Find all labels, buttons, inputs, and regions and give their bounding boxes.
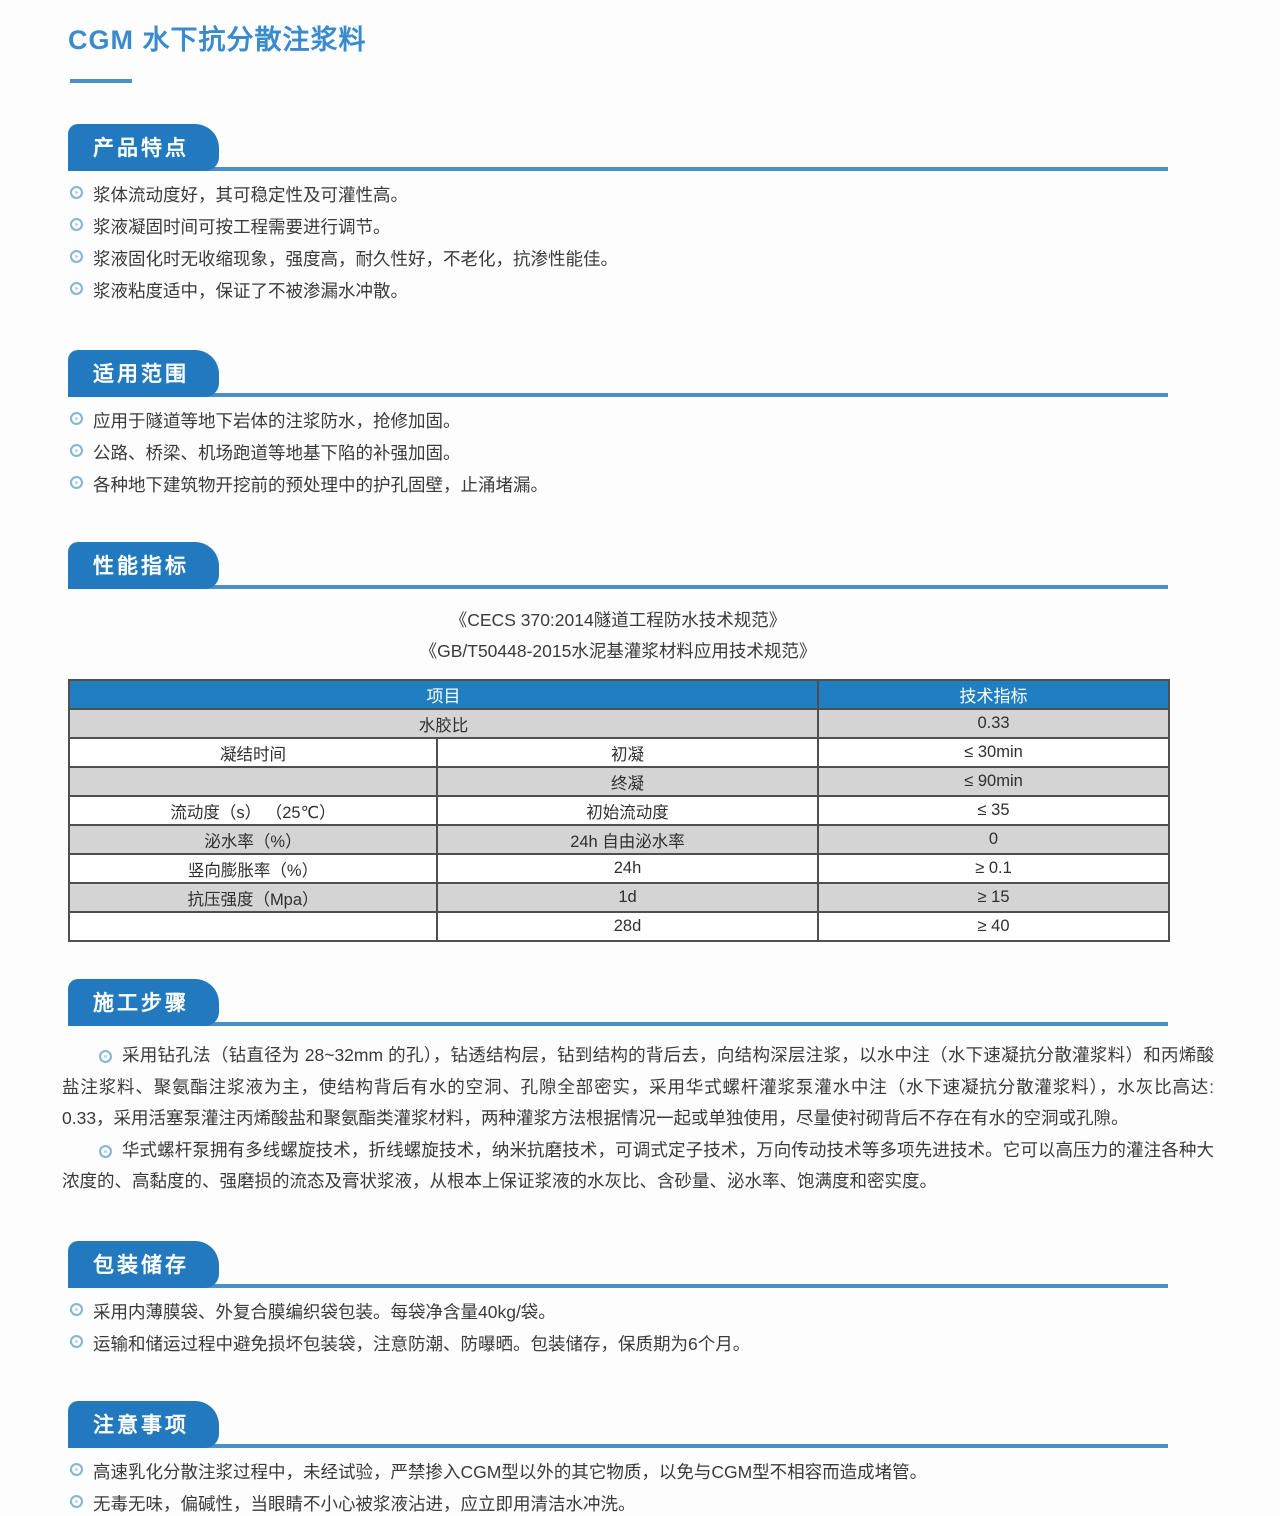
cell-item [68,766,438,797]
features-list: 浆体流动度好，其可稳定性及可灌性高。 浆液凝固时间可按工程需要进行调节。 浆液固… [68,183,1168,303]
bullet-ring-icon [70,1462,83,1476]
packaging-list: 采用内薄膜袋、外复合膜编织袋包装。每袋净含量40kg/袋。 运输和储运过程中避免… [68,1300,1168,1356]
table-row: 竖向膨胀率（%） 24h ≥ 0.1 [68,853,1170,884]
standards-references: 《CECS 370:2014隧道工程防水技术规范》 《GB/T50448-201… [68,605,1168,667]
section-header-features: 产品特点 [68,124,1168,171]
section-tab-construction: 施工步骤 [68,979,219,1026]
section-header-performance: 性能指标 [68,542,1168,589]
section-rule [68,1283,1168,1288]
standard-line: 《GB/T50448-2015水泥基灌浆材料应用技术规范》 [419,641,817,661]
construction-text: 采用钻孔法（钻直径为 28~32mm 的孔），钻透结构层，钻到结构的背后去，向结… [62,1040,1214,1198]
cell-item: 流动度（s） （25℃） [68,795,438,826]
bullet-ring-icon [70,218,83,231]
cell-value: ≤ 35 [817,795,1170,826]
table-row: 抗压强度（Mpa） 1d ≥ 15 [68,882,1170,913]
page-title: CGM 水下抗分散注浆料 [68,25,367,55]
section-rule [68,167,1168,171]
cell-value: ≥ 0.1 [817,853,1170,884]
table-row: 28d ≥ 40 [68,911,1170,942]
construction-paragraph: 华式螺杆泵拥有多线螺旋技术，折线螺旋技术，纳米抗磨技术，可调式定子技术，万向传动… [62,1135,1214,1198]
bullet-ring-icon [70,1494,83,1508]
table-row: 凝结时间 初凝 ≤ 30min [68,737,1170,768]
cell-item: 凝结时间 [68,737,438,768]
section-tab-features: 产品特点 [68,124,219,171]
list-item: 浆液粘度适中，保证了不被渗漏水冲散。 [68,279,1168,303]
construction-paragraph: 采用钻孔法（钻直径为 28~32mm 的孔），钻透结构层，钻到结构的背后去，向结… [62,1040,1214,1135]
datasheet-page: CGM 水下抗分散注浆料 产品特点 浆体流动度好，其可稳定性及可灌性高。 浆液凝… [62,0,1214,1516]
list-item: 无毒无味，偏碱性，当眼睛不小心被浆液沾进，应立即用清洁水冲洗。 [68,1492,1168,1516]
cell-subitem: 初始流动度 [436,795,819,826]
cell-subitem: 28d [436,911,819,942]
cell-subitem: 初凝 [436,737,819,768]
list-item: 各种地下建筑物开挖前的预处理中的护孔固壁，止涌堵漏。 [68,473,1168,497]
table-header-row: 项目 技术指标 [68,679,1170,710]
list-item: 采用内薄膜袋、外复合膜编织袋包装。每袋净含量40kg/袋。 [68,1300,1168,1324]
cell-value: ≤ 30min [817,737,1170,768]
construction-paragraph-text: 华式螺杆泵拥有多线螺旋技术，折线螺旋技术，纳米抗磨技术，可调式定子技术，万向传动… [62,1139,1214,1192]
section-header-notes: 注意事项 [68,1400,1168,1448]
bullet-ring-icon [70,1302,83,1316]
bullet-ring-icon [70,250,83,263]
bullet-ring-icon [70,444,83,457]
section-header-scope: 适用范围 [68,350,1168,397]
section-rule [68,585,1168,589]
bullet-ring-icon [98,1144,112,1158]
section-rule [68,393,1168,397]
cell-value: ≥ 40 [817,911,1170,942]
list-item: 公路、桥梁、机场跑道等地基下陷的补强加固。 [68,441,1168,465]
cell-subitem: 24h [436,853,819,884]
section-tab-scope: 适用范围 [68,350,219,397]
cell-value: ≤ 90min [817,766,1170,797]
cell-item: 泌水率（%） [68,824,438,855]
cell-item: 抗压强度（Mpa） [68,882,438,913]
bullet-ring-icon [70,412,83,425]
bullet-ring-icon [70,476,83,489]
section-rule [68,1443,1168,1448]
cell-subitem: 1d [436,882,819,913]
table-row: 终凝 ≤ 90min [68,766,1170,797]
scope-list: 应用于隧道等地下岩体的注浆防水，抢修加固。 公路、桥梁、机场跑道等地基下陷的补强… [68,409,1168,497]
table-row: 泌水率（%） 24h 自由泌水率 0 [68,824,1170,855]
performance-table: 项目 技术指标 水胶比 0.33 凝结时间 初凝 ≤ 30min 终凝 ≤ 90… [68,679,1170,942]
list-item: 浆体流动度好，其可稳定性及可灌性高。 [68,183,1168,207]
standard-line: 《CECS 370:2014隧道工程防水技术规范》 [449,610,787,630]
cell-item [68,911,438,942]
cell-item: 竖向膨胀率（%） [68,853,438,884]
bullet-ring-icon [70,1334,83,1348]
cell-subitem: 终凝 [436,766,819,797]
section-rule [68,1022,1168,1026]
table-row: 流动度（s） （25℃） 初始流动度 ≤ 35 [68,795,1170,826]
cell-item: 水胶比 [68,708,819,739]
list-item: 应用于隧道等地下岩体的注浆防水，抢修加固。 [68,409,1168,433]
table-row: 水胶比 0.33 [68,708,1170,739]
cell-value: 0.33 [817,708,1170,739]
list-item: 高速乳化分散注浆过程中，未经试验，严禁掺入CGM型以外的其它物质，以免与CGM型… [68,1460,1168,1484]
section-header-construction: 施工步骤 [68,979,1168,1026]
bullet-ring-icon [70,186,83,199]
cell-subitem: 24h 自由泌水率 [436,824,819,855]
title-underline [70,79,132,83]
section-tab-packaging: 包装储存 [68,1240,219,1288]
section-header-packaging: 包装储存 [68,1240,1168,1288]
bullet-ring-icon [70,282,83,295]
list-item: 浆液固化时无收缩现象，强度高，耐久性好，不老化，抗渗性能佳。 [68,247,1168,271]
construction-paragraph-text: 采用钻孔法（钻直径为 28~32mm 的孔），钻透结构层，钻到结构的背后去，向结… [62,1045,1214,1128]
section-tab-performance: 性能指标 [68,542,219,589]
column-header-item: 项目 [68,679,819,710]
bullet-ring-icon [98,1050,112,1063]
cell-value: 0 [817,824,1170,855]
cell-value: ≥ 15 [817,882,1170,913]
list-item: 运输和储运过程中避免损坏包装袋，注意防潮、防曝晒。包装储存，保质期为6个月。 [68,1332,1168,1356]
column-header-spec: 技术指标 [817,679,1170,710]
section-tab-notes: 注意事项 [68,1400,219,1448]
notes-list: 高速乳化分散注浆过程中，未经试验，严禁掺入CGM型以外的其它物质，以免与CGM型… [68,1460,1168,1516]
list-item: 浆液凝固时间可按工程需要进行调节。 [68,215,1168,239]
